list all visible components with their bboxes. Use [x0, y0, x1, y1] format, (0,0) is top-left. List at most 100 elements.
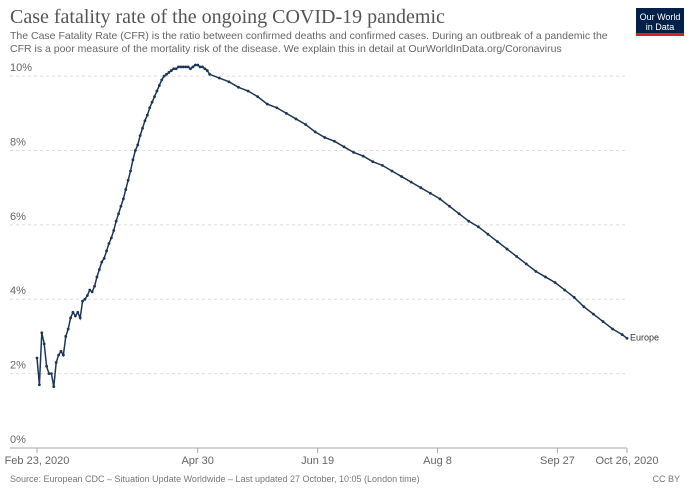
point: [208, 72, 212, 76]
point: [201, 65, 204, 69]
point: [93, 284, 96, 288]
point: [625, 336, 629, 340]
point: [90, 290, 94, 294]
point: [184, 65, 188, 69]
y-tick-label: 6%: [10, 211, 26, 223]
point: [582, 305, 586, 309]
point: [119, 204, 123, 208]
chart-title: Case fatality rate of the ongoing COVID-…: [10, 6, 445, 28]
point: [400, 175, 403, 178]
point: [534, 269, 538, 273]
point: [193, 63, 197, 67]
point: [380, 163, 384, 167]
logo-line: Our World: [639, 12, 681, 22]
point: [620, 333, 624, 336]
point: [160, 78, 164, 82]
logo-line: in Data: [645, 22, 675, 32]
point: [131, 158, 135, 162]
point: [153, 95, 156, 99]
point: [361, 154, 365, 158]
point: [162, 74, 166, 78]
point: [47, 372, 51, 376]
point: [148, 106, 152, 110]
point: [371, 160, 375, 164]
point: [177, 65, 180, 69]
point: [285, 111, 288, 115]
point: [61, 353, 65, 357]
x-tick-label: Sep 27: [540, 455, 575, 467]
chart-subtitle: The Case Fatality Rate (CFR) is the rati…: [10, 30, 608, 55]
point: [49, 372, 53, 376]
point: [167, 71, 171, 74]
point: [81, 299, 84, 303]
point: [145, 113, 149, 117]
point: [174, 67, 178, 71]
point: [102, 256, 106, 260]
point: [155, 89, 159, 93]
point: [141, 126, 144, 130]
point: [57, 353, 60, 357]
point: [78, 316, 82, 320]
point: [76, 310, 80, 314]
license: CC BY: [652, 474, 680, 484]
point: [52, 385, 56, 389]
point: [476, 225, 480, 229]
point: [572, 296, 576, 299]
x-tick-label: Aug 8: [423, 455, 452, 467]
point: [133, 149, 137, 152]
y-tick-label: 0%: [10, 434, 26, 446]
point: [95, 275, 99, 279]
point: [40, 331, 44, 335]
point: [467, 219, 471, 223]
point: [35, 356, 39, 360]
point: [592, 312, 595, 316]
point: [88, 288, 92, 292]
point: [563, 288, 567, 292]
point: [73, 314, 77, 318]
point: [352, 150, 355, 154]
point: [438, 197, 442, 201]
point: [496, 240, 499, 244]
point: [601, 320, 605, 323]
point: [313, 130, 317, 134]
point: [117, 212, 120, 216]
point: [428, 191, 432, 195]
point: [126, 178, 130, 182]
point: [37, 383, 41, 387]
point: [448, 204, 451, 208]
point: [275, 106, 279, 110]
point: [505, 247, 509, 251]
point: [390, 169, 394, 173]
point: [100, 260, 104, 264]
point: [83, 297, 87, 301]
point: [419, 186, 423, 190]
point: [189, 67, 192, 71]
point: [256, 95, 260, 99]
point: [69, 316, 72, 320]
point: [143, 119, 147, 123]
source-note: Source: European CDC – Situation Update …: [10, 474, 420, 484]
point: [107, 242, 111, 245]
point: [409, 180, 413, 184]
point: [203, 67, 207, 71]
point: [179, 65, 183, 69]
point: [227, 80, 231, 84]
point: [457, 212, 461, 216]
point: [105, 249, 108, 253]
point: [165, 72, 168, 76]
logo: Our World in Data: [636, 8, 684, 36]
point: [246, 89, 250, 93]
line: [36, 64, 628, 387]
point: [196, 63, 200, 67]
point: [71, 310, 75, 314]
point: [237, 85, 240, 89]
x-tick-label: Feb 23, 2020: [5, 455, 70, 467]
point: [97, 268, 101, 271]
point: [323, 136, 327, 139]
point: [198, 65, 202, 69]
point: [59, 349, 63, 353]
chart: 0% 2% 4% 6% 8% 10% Feb 23, 2020 Apr 30 Jun 19 Aug…: [5, 62, 659, 467]
point: [611, 327, 615, 331]
point: [294, 117, 298, 121]
point: [42, 342, 46, 346]
